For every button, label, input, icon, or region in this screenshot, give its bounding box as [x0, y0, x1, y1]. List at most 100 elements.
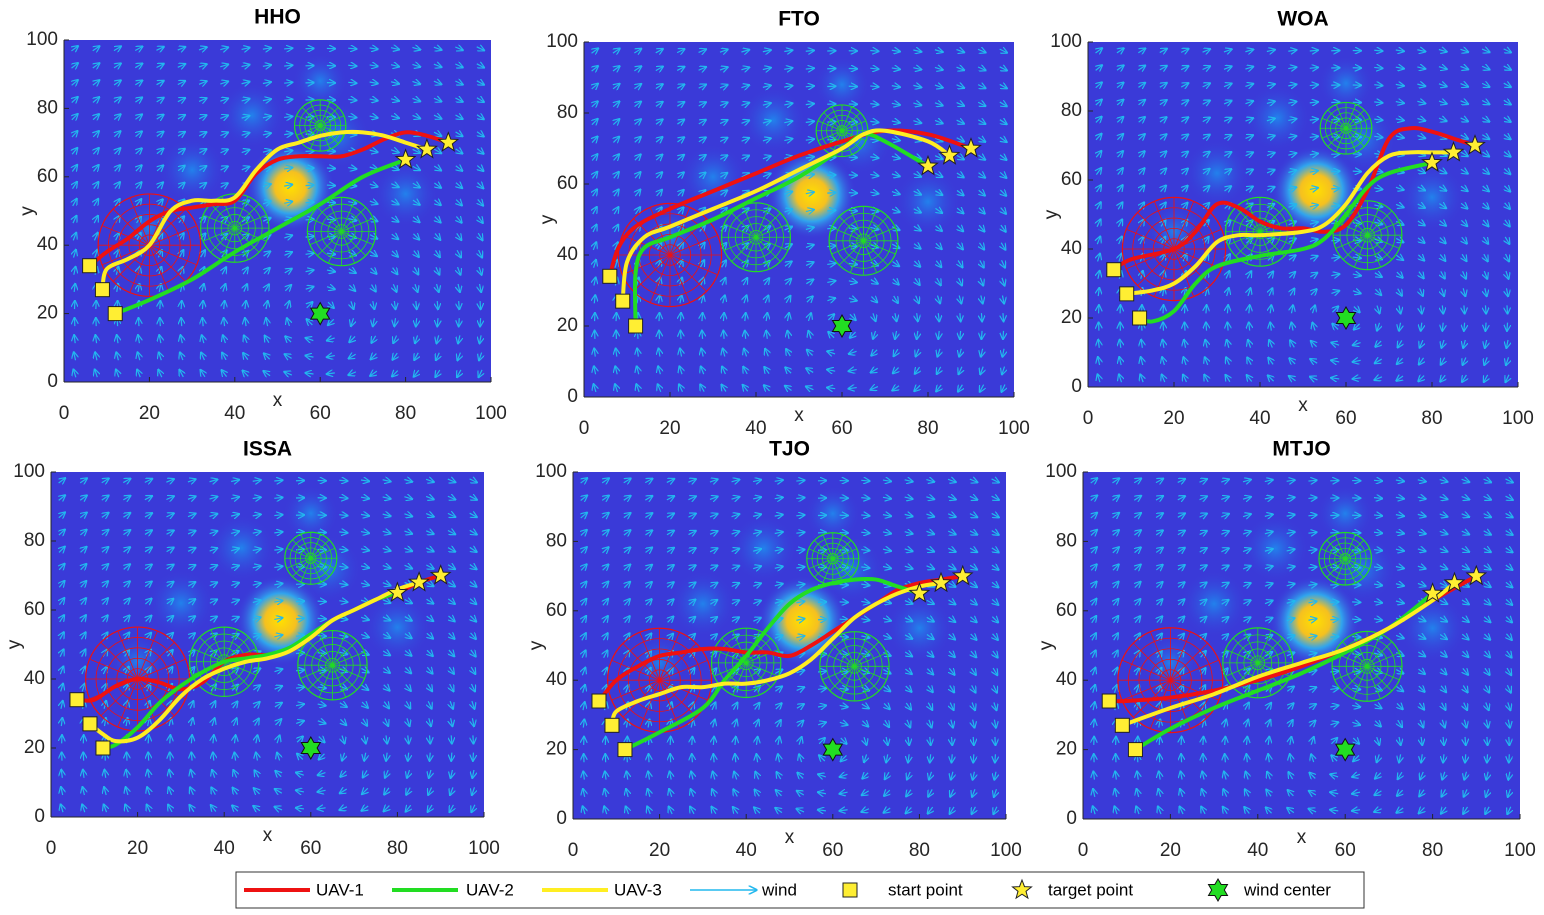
- wind-arrow: [480, 335, 482, 343]
- wind-arrow: [191, 735, 192, 744]
- x-axis-label: x: [273, 390, 283, 411]
- wind-arrow: [723, 296, 725, 304]
- wind-arrow: [713, 737, 714, 745]
- wind-arrow: [177, 47, 185, 50]
- wind-arrow: [1225, 737, 1226, 745]
- y-tick-label: 20: [37, 303, 58, 324]
- wind-arrow: [1308, 498, 1316, 499]
- start-marker: [628, 318, 644, 334]
- wind-arrow: [415, 283, 418, 292]
- legend-label: target point: [1048, 880, 1133, 899]
- wind-arrow: [713, 754, 714, 763]
- wind-arrow: [117, 335, 118, 344]
- wind-arrow: [137, 370, 140, 378]
- wind-arrow: [135, 98, 142, 102]
- wind-arrow: [594, 278, 596, 286]
- series-layer: [82, 129, 460, 326]
- wind-arrow: [477, 166, 483, 171]
- wind-arrow: [181, 301, 182, 310]
- wind-arrow: [93, 63, 99, 68]
- wind-arrow: [181, 335, 183, 344]
- wind-arrow: [95, 352, 97, 361]
- wind-arrow: [473, 752, 474, 761]
- wind-arrow: [592, 84, 598, 89]
- wind-arrow: [459, 318, 460, 326]
- wind-arrow: [274, 497, 282, 498]
- terrain-peak: [218, 81, 286, 149]
- wind-arrow: [93, 131, 99, 137]
- wind-arrow: [412, 166, 420, 170]
- wind-arrow: [614, 225, 618, 233]
- wind-arrow: [592, 119, 598, 125]
- wind-arrow: [796, 498, 804, 499]
- wind-arrow: [960, 330, 961, 339]
- terrain-peak: [814, 56, 870, 113]
- wind-arrow: [391, 184, 398, 187]
- wind-arrow: [138, 353, 140, 361]
- wind-arrow: [348, 82, 356, 83]
- wind-arrow: [317, 618, 326, 619]
- wind-arrow: [284, 202, 292, 204]
- wind-arrow: [199, 149, 206, 153]
- wind-arrow: [93, 80, 99, 85]
- wind-arrow: [113, 63, 121, 67]
- wind-arrow: [156, 115, 164, 119]
- wind-arrow: [393, 284, 396, 291]
- wind-arrow: [177, 81, 185, 84]
- wind-arrow: [114, 114, 120, 119]
- wind-arrow: [701, 295, 703, 304]
- wind-arrow: [177, 132, 185, 136]
- terrain-peak: [816, 535, 884, 603]
- wind-arrow: [284, 151, 292, 152]
- wind-arrow: [870, 50, 878, 51]
- threat-spoke: [234, 214, 267, 229]
- terrain-peak: [739, 86, 807, 154]
- wind-arrow: [458, 283, 460, 292]
- wind-arrow: [723, 313, 724, 322]
- wind-arrow: [369, 99, 378, 101]
- wind-arrow: [412, 81, 420, 84]
- terrain-peak: [885, 594, 954, 662]
- wind-arrow: [220, 166, 228, 170]
- chart-title: FTO: [778, 8, 820, 31]
- wind-arrow: [170, 753, 171, 761]
- wind-arrow: [390, 82, 399, 84]
- wind-arrow: [458, 335, 460, 343]
- wind-arrow: [285, 336, 291, 342]
- x-tick-label: 60: [822, 840, 843, 861]
- wind-arrow: [413, 217, 419, 222]
- x-tick-label: 100: [468, 838, 500, 859]
- threat-spoke: [341, 207, 366, 232]
- y-tick-label: 20: [24, 737, 45, 758]
- plot-area: [1083, 472, 1520, 819]
- start-marker: [1101, 693, 1117, 709]
- wind-arrow: [434, 183, 440, 188]
- wind-arrow: [656, 119, 662, 124]
- wind-arrow: [1227, 323, 1228, 331]
- wind-arrow: [412, 183, 420, 187]
- threat-spoke: [309, 231, 342, 245]
- x-tick-label: 0: [46, 838, 57, 859]
- y-tick-label: 60: [546, 600, 567, 621]
- wind-arrow: [670, 754, 671, 763]
- wind-arrow: [635, 207, 640, 214]
- wind-arrow: [656, 102, 663, 106]
- wind-arrow: [437, 318, 438, 326]
- wind-arrow: [72, 80, 78, 85]
- wind-arrow: [159, 284, 161, 292]
- start-marker: [842, 882, 858, 898]
- start-marker: [94, 282, 110, 298]
- wind-arrow: [635, 190, 640, 196]
- target-marker: [1011, 878, 1033, 900]
- wind-arrow: [1331, 206, 1339, 207]
- wind-center-marker: [1207, 878, 1229, 902]
- wind-arrow: [243, 371, 249, 377]
- terrain-peak: [294, 534, 362, 603]
- wind-arrow: [692, 737, 693, 745]
- wind-arrow: [635, 155, 641, 161]
- y-tick-label: 100: [1045, 461, 1077, 482]
- threat-spoke: [149, 244, 197, 266]
- wind-arrow: [698, 49, 706, 52]
- wind-arrow: [305, 253, 314, 254]
